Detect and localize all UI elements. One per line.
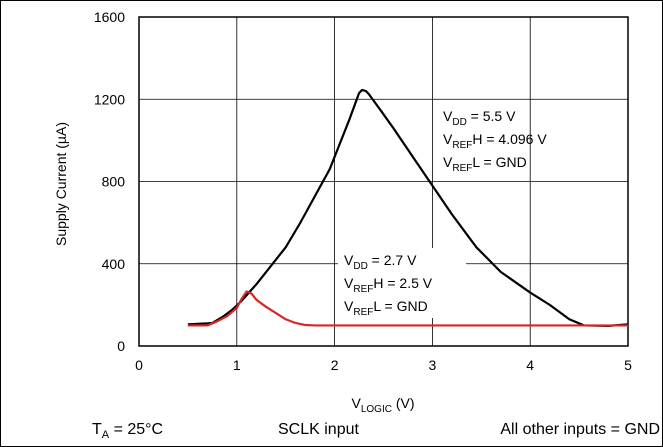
footer-temperature: TA = 25°C: [92, 421, 163, 441]
series-line-red: [187, 290, 628, 327]
x-tick-label: 5: [624, 357, 632, 373]
footer-other-inputs: All other inputs = GND: [500, 421, 660, 438]
svg-text:VDD = 2.7 V: VDD = 2.7 V: [344, 252, 417, 272]
svg-text:VREFH = 2.5 V: VREFH = 2.5 V: [344, 275, 433, 295]
annotation-vdd-5-5: VDD = 5.5 V VREFH = 4.096 V VREFL = GND: [443, 108, 547, 174]
y-tick-label: 0: [117, 338, 125, 354]
x-tick-label: 0: [135, 357, 143, 373]
footer-sclk-input: SCLK input: [278, 421, 359, 438]
y-tick-label: 800: [102, 174, 126, 190]
svg-text:VREFH = 4.096 V: VREFH = 4.096 V: [443, 131, 547, 151]
series-lines: [187, 88, 629, 327]
svg-text:VREFL = GND: VREFL = GND: [443, 154, 527, 174]
plot-border: [138, 16, 629, 347]
y-tick-label: 400: [102, 256, 126, 272]
x-tick-label: 4: [526, 357, 534, 373]
annotation-vdd-2-7: VDD = 2.7 V VREFH = 2.5 V VREFL = GND: [338, 248, 466, 318]
y-tick-label: 1200: [94, 91, 125, 107]
x-tick-label: 1: [233, 357, 241, 373]
svg-text:VREFL = GND: VREFL = GND: [344, 298, 428, 318]
x-axis-label-sub: LOGIC: [361, 404, 392, 415]
x-tick-label: 3: [429, 357, 437, 373]
x-tick-label: 2: [331, 357, 339, 373]
tick-labels: 0 1 2 3 4 5 0 400 800 1200 1600: [94, 9, 632, 373]
x-axis-label-unit: (V): [392, 395, 415, 411]
svg-text:VDD = 5.5 V: VDD = 5.5 V: [443, 108, 516, 128]
y-tick-label: 1600: [94, 9, 125, 25]
y-axis-label: Supply Current (µA): [53, 122, 69, 246]
x-axis-label-main: V: [351, 395, 361, 411]
x-axis-label: VLOGIC (V): [351, 395, 414, 415]
